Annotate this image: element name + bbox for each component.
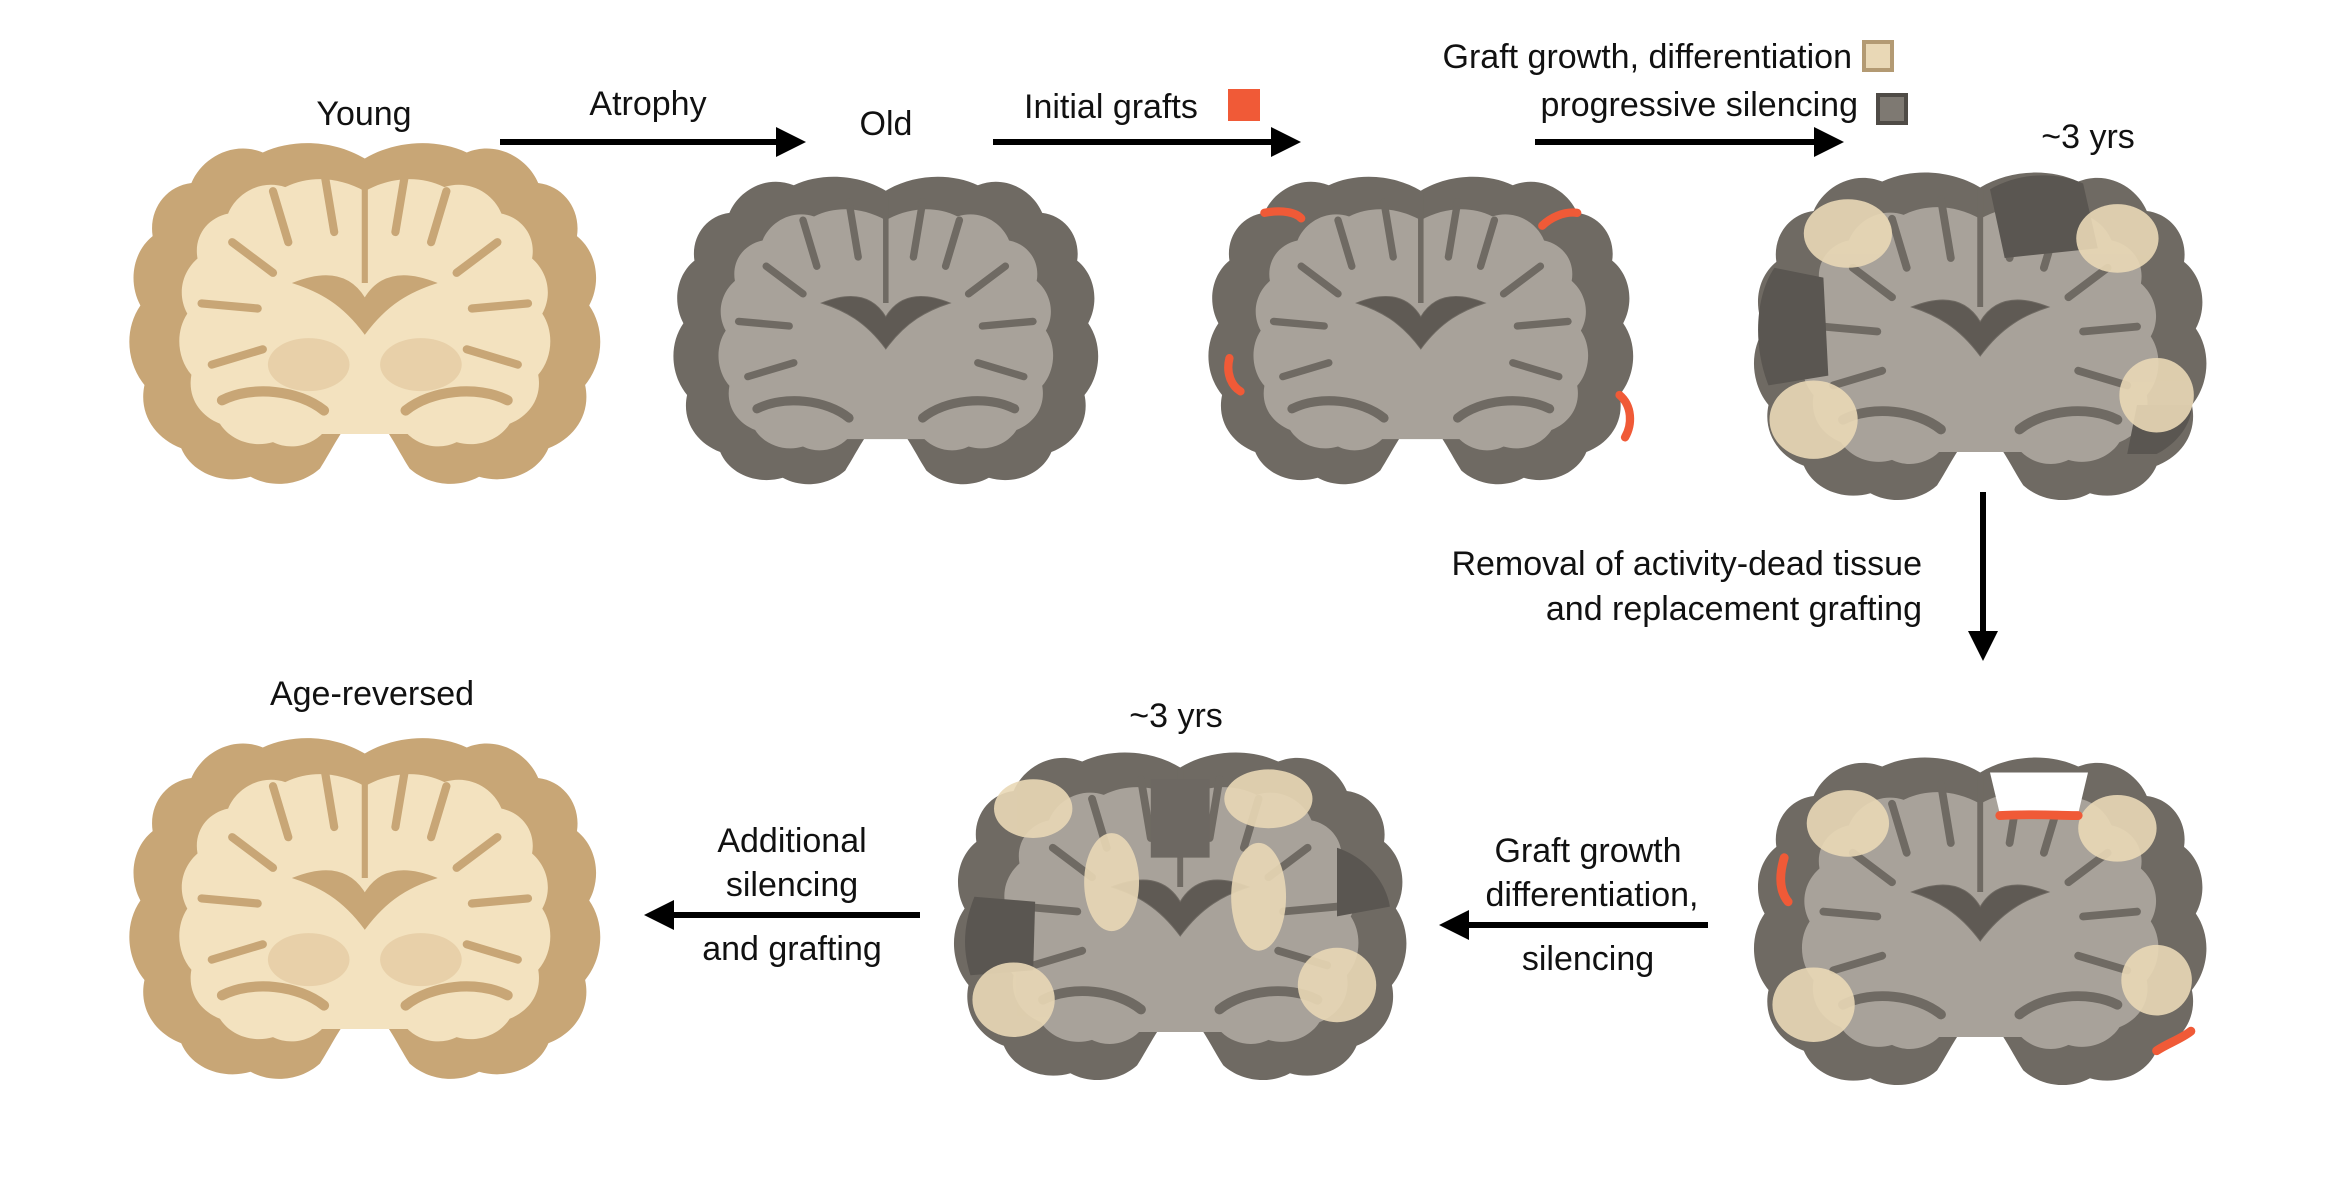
graft-growth2-label-line1: Graft growth xyxy=(1494,832,1682,870)
red-square-icon xyxy=(1228,89,1260,121)
age-reversed-label: Age-reversed xyxy=(269,675,475,713)
dark-gray-square-icon xyxy=(1876,93,1908,125)
graft-growth2-label-line3: silencing xyxy=(1521,940,1655,978)
old-brain-icon xyxy=(673,176,1099,485)
silenced-region xyxy=(1758,267,1829,386)
graft-patches xyxy=(1224,207,1635,442)
age-reversed-brain-icon xyxy=(129,738,601,1079)
three-years-bottom-label: ~3 yrs xyxy=(1129,697,1223,735)
progressive-silencing-label: progressive silencing xyxy=(1540,86,1859,124)
beige-square-icon xyxy=(1862,40,1894,72)
three-years-brain-top-icon xyxy=(1753,172,2207,501)
three-years-top-label: ~3 yrs xyxy=(2041,118,2135,156)
additional-label-line3: and grafting xyxy=(702,930,882,968)
additional-label-line2: silencing xyxy=(725,866,859,904)
silenced-region xyxy=(1990,175,2098,258)
graft-growth2-label-line2: differentiation, xyxy=(1485,876,1699,914)
grown-graft-regions xyxy=(1769,199,2194,459)
initial-grafts-brain-icon xyxy=(1208,176,1635,485)
young-brain-icon xyxy=(129,143,601,484)
young-label: Young xyxy=(316,95,412,133)
removal-label-line1: Removal of activity-dead tissue xyxy=(1451,545,1922,583)
replacement-graft-brain-icon xyxy=(1753,757,2207,1086)
removal-label-line2: and replacement grafting xyxy=(1545,590,1922,628)
old-label: Old xyxy=(859,105,913,143)
three-years-brain-bottom-icon xyxy=(953,752,1407,1081)
graft-growth-label: Graft growth, differentiation xyxy=(1442,38,1852,76)
additional-label-line1: Additional xyxy=(717,822,867,860)
initial-grafts-label: Initial grafts xyxy=(1024,88,1198,126)
atrophy-label: Atrophy xyxy=(589,85,707,123)
